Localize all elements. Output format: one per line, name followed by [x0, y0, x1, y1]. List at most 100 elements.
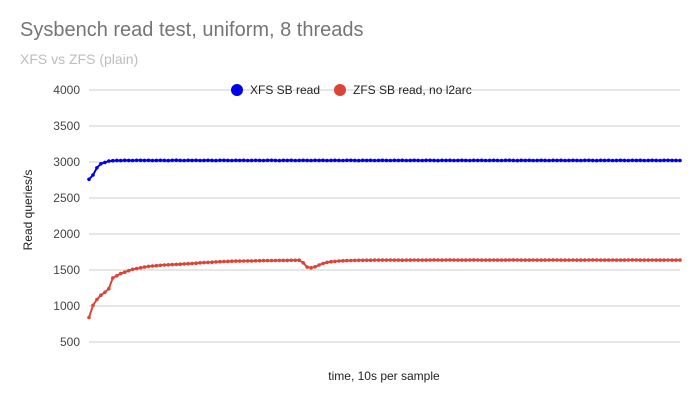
data-point	[420, 258, 425, 262]
data-point	[594, 258, 599, 262]
data-point	[563, 258, 567, 262]
data-point	[642, 158, 647, 163]
data-point	[579, 158, 583, 163]
data-point	[186, 158, 190, 163]
data-point	[460, 258, 464, 262]
chart-title: Sysbench read test, uniform, 8 threads	[20, 19, 364, 41]
data-point	[91, 303, 95, 308]
data-point	[257, 158, 262, 163]
data-point	[174, 262, 179, 267]
data-point	[345, 258, 349, 263]
data-point	[606, 258, 611, 262]
data-point	[305, 265, 310, 269]
data-point	[674, 258, 678, 262]
data-point	[396, 158, 401, 163]
data-point	[650, 158, 654, 163]
data-point	[245, 259, 250, 263]
data-point	[360, 158, 365, 163]
data-point	[218, 259, 222, 264]
data-point	[471, 258, 476, 262]
data-point	[587, 258, 591, 262]
data-point	[555, 158, 559, 163]
y-tick-label: 3000	[53, 155, 80, 169]
data-point	[241, 158, 246, 163]
data-point	[666, 158, 670, 163]
data-point	[535, 158, 539, 163]
data-point	[642, 258, 647, 262]
data-point	[575, 258, 579, 262]
data-point	[571, 258, 575, 262]
data-point	[142, 265, 147, 269]
data-point	[654, 258, 658, 262]
data-point	[511, 158, 516, 163]
data-point	[376, 258, 381, 262]
data-point	[138, 266, 143, 270]
data-point	[261, 158, 266, 163]
data-point	[230, 259, 234, 264]
legend-marker-xfs	[231, 84, 243, 96]
data-point	[527, 258, 532, 262]
data-point	[150, 158, 155, 163]
data-point	[539, 258, 543, 262]
series-line	[88, 159, 681, 180]
data-point	[333, 259, 337, 264]
data-point	[400, 258, 405, 263]
data-point	[118, 158, 123, 163]
data-point	[364, 158, 369, 163]
data-point	[170, 262, 175, 267]
data-point	[650, 258, 654, 262]
data-point	[333, 158, 337, 163]
data-point	[468, 258, 472, 262]
data-point	[190, 261, 194, 266]
data-point	[210, 158, 214, 163]
series-1	[87, 258, 682, 320]
data-point	[535, 258, 539, 262]
data-point	[194, 261, 198, 266]
data-point	[186, 261, 190, 266]
data-point	[404, 258, 409, 262]
data-point	[277, 258, 282, 263]
data-point	[460, 158, 464, 163]
data-point	[440, 158, 444, 163]
data-point	[638, 158, 643, 163]
data-point	[547, 258, 551, 262]
data-point	[424, 258, 428, 262]
legend-label-zfs: ZFS SB read, no l2arc	[353, 83, 472, 97]
data-point	[130, 267, 135, 272]
chart-subtitle: XFS vs ZFS (plain)	[20, 51, 139, 67]
data-point	[166, 158, 171, 163]
y-tick-label: 1500	[53, 263, 80, 277]
data-point	[309, 266, 313, 270]
data-point	[567, 258, 571, 262]
data-point	[626, 158, 631, 163]
data-point	[349, 258, 353, 263]
data-point	[99, 293, 103, 298]
data-point	[321, 261, 325, 266]
data-point	[329, 158, 333, 163]
data-point	[452, 158, 456, 163]
data-point	[146, 158, 151, 163]
data-point	[436, 158, 440, 163]
data-point	[654, 158, 658, 163]
data-point	[206, 158, 210, 163]
data-point	[372, 258, 377, 262]
legend[interactable]: XFS SB read ZFS SB read, no l2arc	[231, 83, 472, 97]
data-point	[436, 258, 440, 262]
data-point	[594, 158, 599, 163]
data-point	[126, 268, 131, 273]
data-point	[487, 258, 492, 262]
series-line	[88, 258, 680, 318]
data-point	[527, 158, 532, 163]
data-point	[539, 158, 543, 163]
data-point	[313, 265, 317, 269]
data-point	[198, 158, 202, 163]
data-point	[634, 258, 639, 262]
data-point	[154, 158, 159, 163]
data-point	[412, 258, 417, 262]
data-point	[134, 266, 139, 271]
data-point	[158, 263, 163, 268]
data-point	[103, 160, 107, 165]
y-axis-label: Read queries/s	[21, 170, 35, 251]
data-point	[531, 258, 535, 262]
data-point	[507, 258, 512, 262]
